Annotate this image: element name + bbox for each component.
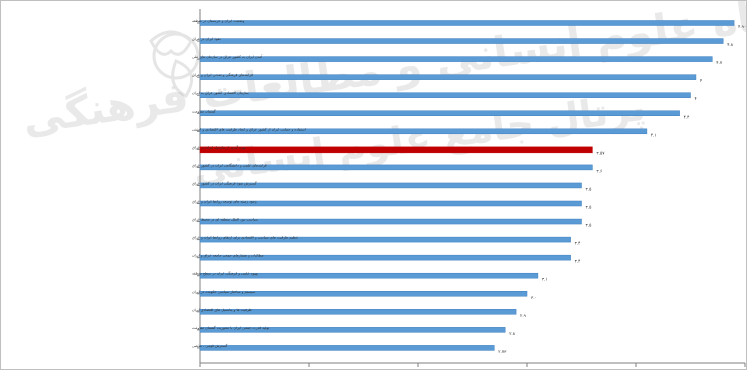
value-label: ۴.۴ (684, 114, 690, 119)
value-label: ۲.۸ (509, 331, 516, 336)
bar (199, 327, 506, 333)
value-label: ۳.۵۷ (596, 150, 605, 155)
value-label: ۴.۷ (716, 60, 723, 65)
value-label: ۳.۵ (586, 205, 593, 210)
bar (199, 164, 593, 171)
category-label: آمدن ایران به کشور عراق در سازمان های مل… (192, 54, 263, 59)
value-label: ۳.۱ (542, 277, 548, 282)
bar (199, 218, 582, 225)
value-label: ۳.۵ (586, 186, 593, 191)
value-label: ۲.۷۳ (498, 349, 507, 354)
bar (199, 236, 571, 243)
bar (199, 74, 697, 80)
bar (199, 272, 539, 279)
category-label: فرایندهای فرهنگی و تمدنی ایران و عراق (192, 72, 253, 77)
bar (199, 345, 495, 351)
category-label: سازمان اقتصادی کشور عراق به ایران (192, 91, 249, 95)
bar (199, 56, 713, 62)
bar (199, 254, 571, 261)
value-label: ۴ (700, 78, 702, 83)
category-label: وضعیت ایران و عربستان در منطقه (192, 19, 245, 23)
bar (199, 38, 724, 44)
bar (199, 110, 680, 116)
value-label: ۳.۰ (531, 295, 537, 300)
value-label: ۳.۵ (586, 223, 593, 228)
value-label: ۳.۶ (596, 168, 602, 173)
bar (199, 20, 735, 26)
category-label: نفوذ ایران در عراق (192, 37, 221, 41)
bar (199, 291, 528, 297)
bar (199, 128, 648, 135)
category-label: مطالبات و هنجارهای جمعی جامعه عراق و ایر… (192, 254, 264, 258)
labels-layer: وضعیت ایران و عربستان در منطقه ۴.۹۰ نفوذ ا… (192, 19, 746, 354)
category-label: گسترش نفوذ فرهنگی ایران در کشور عراق (192, 180, 257, 185)
value-label: ۴ (695, 96, 697, 101)
value-label: ۴.۹۰ (738, 24, 746, 29)
category-label: بهبود علمی و فرهنگی ایران در سطح منطقه (192, 271, 258, 276)
category-label: سیاست بین الملل منطقه ای در محیط عراق (192, 218, 258, 222)
bar (199, 200, 582, 207)
category-label: سیستم و ساختار سیاسی حکومت در ایران (192, 290, 255, 294)
category-label: وجود زمینه های توسعه روابط ایران و عراق (192, 200, 257, 204)
bar (199, 182, 582, 189)
category-label: فرایندهای علمی و دانشگاهی ایران در کشور … (192, 162, 267, 167)
value-label: ۲.۹ (520, 313, 527, 318)
value-label: ۴.۱ (651, 132, 657, 137)
value-label: ۳.۴ (575, 259, 581, 264)
category-label: ظرفیت ها و پتانسیل های اقتصادی ایران (192, 308, 252, 312)
watermark-emblem (149, 30, 200, 98)
category-label: گفتمان مقاومت (192, 108, 216, 113)
category-label: تنظیم ظرفیت های سیاسی و اقتصادی برای ارت… (192, 236, 298, 240)
bar-highlighted (199, 146, 593, 154)
category-label: استفاده و حمایت ایران از کشور عراق و ایج… (192, 127, 306, 131)
bar (199, 309, 517, 315)
category-label: تولید قدرت جمعی ایران با محوریت گفتمان م… (192, 325, 269, 330)
bar (199, 92, 691, 98)
value-label: ۳.۴ (575, 241, 581, 246)
category-label: بهره گیری از پتانسیل ایران در عراق (192, 144, 246, 149)
category-label: گسترش قومی - مذهبی (192, 343, 228, 348)
bars-layer (199, 20, 735, 351)
value-label: ۴.۸ (727, 42, 734, 47)
